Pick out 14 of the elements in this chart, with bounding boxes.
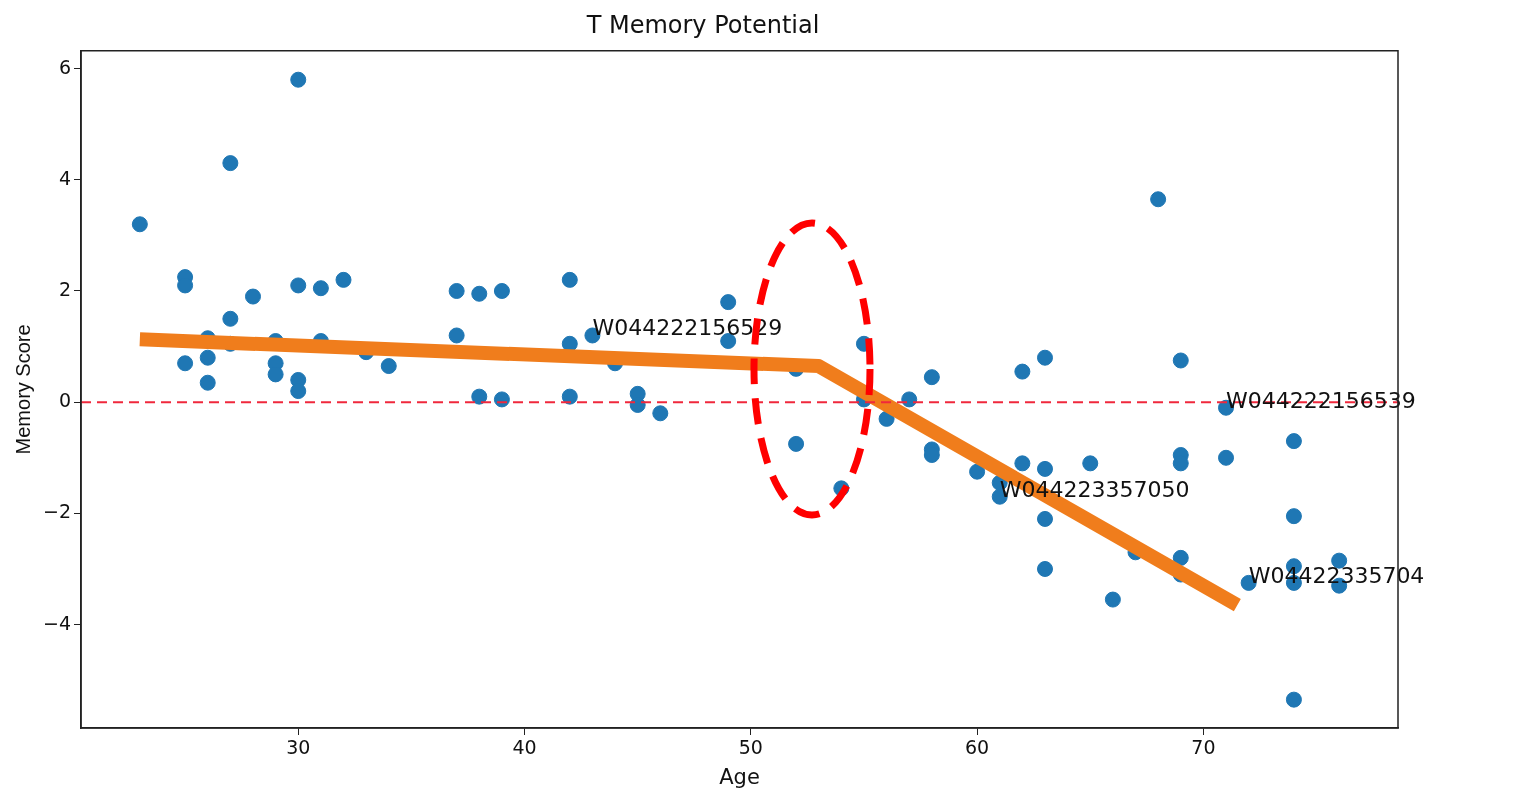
y-tick-label: −2 bbox=[42, 500, 72, 523]
chart-title: T Memory Potential bbox=[585, 10, 820, 39]
y-axis-title: Memory Score bbox=[11, 324, 34, 455]
y-tick-label: 4 bbox=[58, 166, 72, 189]
x-tick-label: 60 bbox=[965, 736, 990, 759]
x-axis-title: Age bbox=[719, 764, 760, 789]
y-tick-label: −4 bbox=[42, 611, 72, 634]
y-tick-label: 0 bbox=[58, 389, 72, 412]
y-tick-label: 6 bbox=[58, 55, 72, 78]
x-tick-label: 70 bbox=[1191, 736, 1216, 759]
x-tick-label: 40 bbox=[512, 736, 537, 759]
x-tick-label: 50 bbox=[738, 736, 763, 759]
x-tick-label: 30 bbox=[286, 736, 311, 759]
y-tick-label: 2 bbox=[58, 277, 72, 300]
